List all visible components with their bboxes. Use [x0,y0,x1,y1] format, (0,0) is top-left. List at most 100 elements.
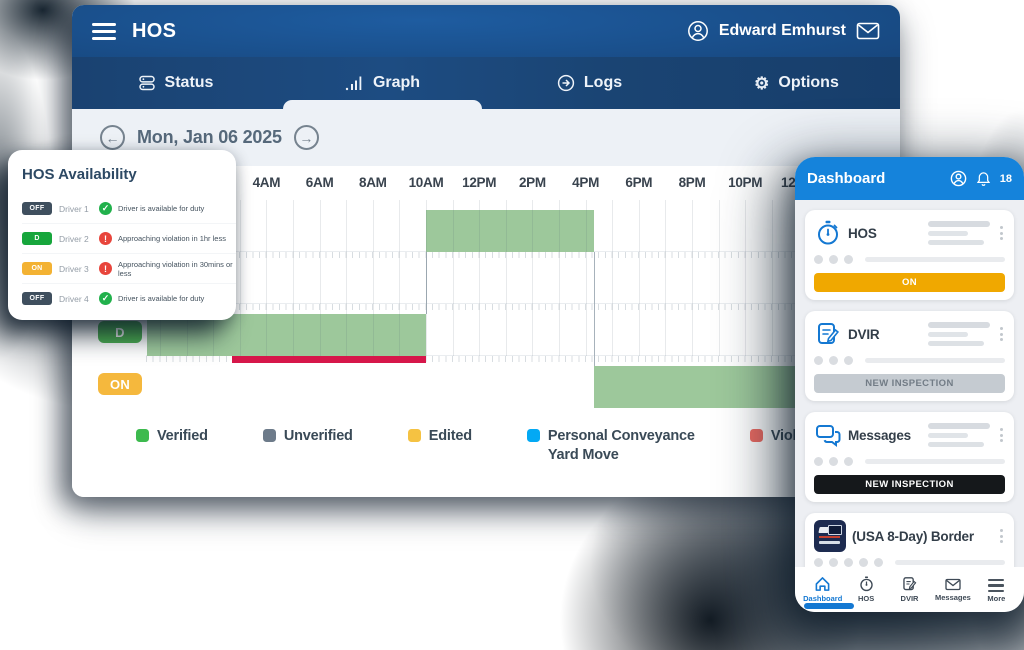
tab-bar: Status Graph Logs ⚙ [72,57,900,109]
duty-segment-off [426,210,594,252]
legend-item-edited: Edited [407,427,472,465]
status-transition-line [593,252,595,366]
user-name: Edward Emhurst [718,22,846,39]
check-icon: ✓ [99,292,112,305]
status-transition-line [426,252,427,314]
grid-hour-line [505,200,507,356]
tab-label: Options [778,74,839,91]
legend-color-chip [407,429,421,442]
nav-messages[interactable]: Messages [931,578,974,602]
nav-more[interactable]: More [975,576,1018,603]
time-label: 10AM [408,175,444,190]
graph-legend: Verified Unverified Edited Personal Conv… [136,427,830,465]
time-label: 10PM [728,175,763,190]
pagination-dots [814,251,1005,267]
grid-hour-line [293,200,294,356]
grid-hour-line [266,200,268,356]
graph-tab-icon [345,76,362,90]
grid-hour-line [692,200,693,356]
tab-options[interactable]: ⚙ Options [693,57,900,109]
messages-new-inspection-button[interactable]: NEW INSPECTION [814,475,1005,494]
tab-logs[interactable]: Logs [486,57,693,109]
hos-availability-card: HOS Availability OFF Driver 1 ✓ Driver i… [8,150,236,320]
border-permit-icon [814,520,846,552]
logs-tab-icon [557,74,575,92]
stopwatch-icon [814,220,842,246]
time-label: 12PM [462,175,497,190]
nav-dashboard[interactable]: Dashboard [801,576,844,603]
skeleton-lines [928,423,990,447]
legend-item-unverified: Unverified [262,427,353,465]
grid-hour-line [771,200,773,356]
grid-hour-line [532,200,534,356]
phone-body: HOS ON DVIR [795,200,1024,567]
grid-hour-line [612,200,614,356]
alert-icon: ! [99,262,112,275]
bell-icon[interactable] [976,171,991,187]
notification-count: 18 [999,172,1012,185]
dashboard-card-border[interactable]: (USA 8-Day) Border [805,513,1014,567]
grid-hour-line [426,200,427,356]
clipboard-edit-icon [814,321,842,347]
tab-label: Graph [372,74,421,91]
dashboard-card-messages[interactable]: Messages NEW INSPECTION [805,412,1014,502]
person-icon[interactable] [950,170,967,187]
time-label: 6PM [625,175,653,190]
hos-on-button[interactable]: ON [814,273,1005,292]
grid-hour-line [638,200,640,356]
active-nav-indicator [804,603,854,609]
graph-row-badge-on: ON [98,373,142,395]
more-icon [988,576,1005,593]
duty-status-badge: ON [22,262,52,275]
tab-status[interactable]: Status [72,57,279,109]
grid-hour-line [239,200,241,356]
time-label: 2PM [518,175,546,190]
skeleton-lines [928,221,990,245]
envelope-icon[interactable] [856,22,880,40]
availability-row: OFF Driver 1 ✓ Driver is available for d… [22,194,236,224]
availability-row: D Driver 2 ! Approaching violation in 1h… [22,224,236,254]
nav-dvir[interactable]: DVIR [888,576,931,603]
kebab-menu-icon[interactable] [998,527,1005,545]
duty-status-badge: D [22,232,52,245]
grid-row-line [146,355,805,362]
time-label: 4AM [252,175,281,190]
graph-row-badge-d: D [98,321,142,343]
phone-bottom-nav: Dashboard HOS DVIR [795,567,1024,612]
current-date: Mon, Jan 06 2025 [137,127,282,147]
dashboard-card-hos[interactable]: HOS ON [805,210,1014,300]
options-gear-icon: ⚙ [754,73,770,93]
violation-strip [231,356,426,363]
grid-hour-line [585,200,587,356]
menu-icon[interactable] [92,22,116,40]
time-label: 6AM [305,175,334,190]
kebab-menu-icon[interactable] [998,426,1005,444]
duty-segment-d [146,314,426,356]
duty-segment-on [593,366,799,408]
app-title: HOS [132,19,177,42]
duty-status-badge: OFF [22,202,52,215]
kebab-menu-icon[interactable] [998,325,1005,343]
prev-date-button[interactable]: ← [100,125,125,150]
time-label: 8AM [358,175,387,190]
tab-graph[interactable]: Graph [279,57,486,109]
duty-status-badge: OFF [22,292,52,305]
phone-header: Dashboard 18 [795,157,1024,200]
dashboard-card-dvir[interactable]: DVIR NEW INSPECTION [805,311,1014,401]
app-header: HOS Edward Emhurst [72,5,900,57]
availability-row: OFF Driver 4 ✓ Driver is available for d… [22,284,236,313]
chat-bubbles-icon [814,423,842,447]
phone-title: Dashboard [807,170,886,187]
grid-hour-line [399,200,401,356]
pagination-dots [814,453,1005,469]
legend-color-chip [526,429,540,442]
clipboard-edit-icon [903,577,917,591]
tab-label: Status [164,74,214,91]
dvir-new-inspection-button[interactable]: NEW INSPECTION [814,374,1005,393]
kebab-menu-icon[interactable] [998,224,1005,242]
home-icon [815,577,830,591]
next-date-button[interactable]: → [293,125,319,150]
user-avatar-icon[interactable] [687,20,709,42]
nav-hos[interactable]: HOS [844,576,887,603]
